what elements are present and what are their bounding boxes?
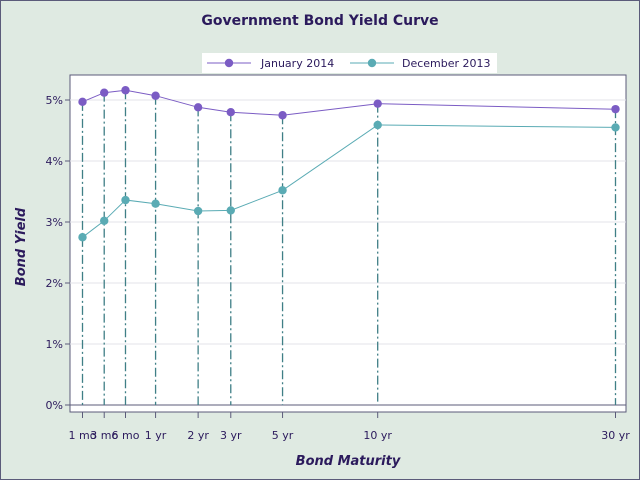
legend-box [202, 53, 497, 73]
data-point [151, 91, 160, 100]
data-point [193, 103, 203, 112]
y-tick-label: 1% [46, 338, 63, 351]
data-point [121, 86, 130, 95]
data-point [121, 195, 130, 205]
x-tick-label: 1 mo [69, 429, 97, 442]
chart-title: Government Bond Yield Curve [201, 13, 438, 29]
legend-swatch-marker [224, 58, 234, 68]
data-point [278, 111, 287, 120]
data-point [78, 97, 87, 107]
x-tick-label: 5 yr [272, 429, 294, 442]
legend-swatch-marker [367, 58, 377, 68]
series-layer [78, 86, 620, 242]
x-tick-label: 1 yr [145, 429, 167, 442]
y-tick-label: 4% [46, 155, 63, 168]
legend-label: December 2013 [402, 57, 491, 70]
gridlines [70, 99, 626, 406]
data-point [100, 216, 109, 225]
data-point [373, 99, 382, 108]
legend-label: January 2014 [260, 57, 334, 70]
data-point [373, 120, 382, 130]
x-tick-label: 10 yr [363, 429, 392, 442]
x-tick-label: 30 yr [601, 429, 630, 442]
x-tick-label: 3 yr [220, 429, 242, 442]
y-axis: 0% 1% 2% 3% 4% 5% [46, 94, 70, 412]
y-tick-label: 3% [46, 216, 63, 229]
x-tick-label: 6 mo [112, 429, 140, 442]
x-tick-label: 3 mo [90, 429, 118, 442]
data-point [193, 206, 203, 216]
data-point [611, 123, 620, 132]
data-point [78, 233, 87, 242]
y-tick-label: 2% [46, 277, 63, 290]
y-tick-label: 5% [46, 94, 63, 107]
series-0 [78, 86, 620, 120]
data-point [151, 199, 160, 208]
y-axis-title: Bond Yield [14, 207, 29, 286]
data-point [100, 88, 109, 97]
legend: January 2014 December 2013 [202, 53, 497, 73]
plot-area [69, 74, 627, 413]
x-axis-title: Bond Maturity [296, 454, 401, 469]
data-point [611, 104, 620, 114]
x-tick-label: 2 yr [187, 429, 209, 442]
y-tick-label: 0% [46, 399, 63, 412]
droplines [81, 90, 617, 405]
x-axis: 1 mo3 mo6 mo 1 yr 2 yr 3 yr 5 yr 10 yr 30 yr [69, 412, 630, 442]
data-point [226, 108, 235, 117]
data-point [226, 206, 235, 215]
series-1 [78, 120, 620, 242]
data-point [278, 186, 287, 195]
